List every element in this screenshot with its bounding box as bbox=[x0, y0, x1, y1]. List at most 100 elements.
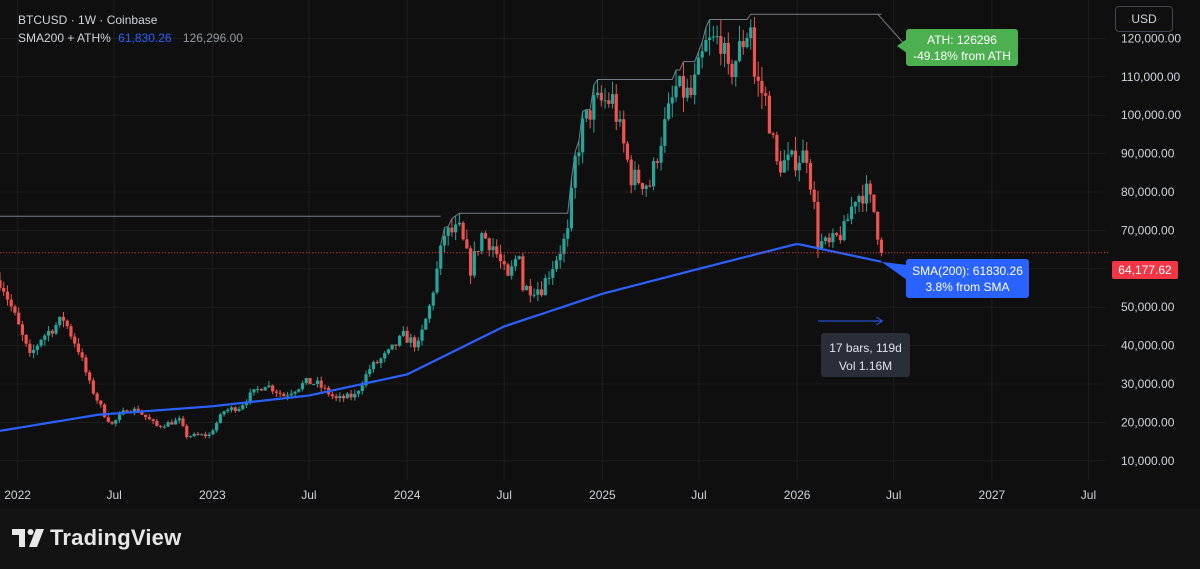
candle-body bbox=[797, 162, 801, 171]
candle-body bbox=[704, 39, 708, 52]
candle-body bbox=[267, 385, 271, 388]
indicator-name[interactable]: SMA200 + ATH% bbox=[18, 31, 111, 45]
candle-body bbox=[196, 433, 200, 435]
candle-body bbox=[876, 211, 880, 240]
candle-body bbox=[838, 235, 842, 241]
candle-body bbox=[409, 337, 413, 343]
candle-body bbox=[483, 233, 488, 239]
sma-label-line1: SMA(200): 61830.26 bbox=[912, 264, 1023, 278]
measure-volume: Vol 1.16M bbox=[838, 359, 893, 373]
candle-body bbox=[879, 239, 884, 253]
candle-body bbox=[846, 219, 850, 222]
candle-body bbox=[424, 318, 428, 330]
candle-body bbox=[805, 150, 809, 163]
candle-body bbox=[248, 392, 252, 403]
candle-body bbox=[528, 285, 532, 296]
interval-label[interactable]: 1W bbox=[78, 13, 97, 27]
candle-body bbox=[652, 161, 656, 187]
candle-body bbox=[256, 388, 260, 390]
tradingview-brand[interactable]: TradingView bbox=[12, 525, 181, 551]
candle-body bbox=[741, 41, 745, 48]
candle-body bbox=[558, 253, 562, 261]
candle-body bbox=[24, 334, 28, 344]
candle-body bbox=[581, 118, 585, 153]
candle-body bbox=[334, 396, 338, 399]
candle-body bbox=[491, 246, 495, 251]
candle-body bbox=[356, 391, 361, 394]
candle-body bbox=[696, 57, 701, 75]
candle-body bbox=[756, 76, 760, 81]
y-tick-label: 20,000.00 bbox=[1121, 415, 1175, 429]
candle-body bbox=[577, 152, 581, 157]
candle-body bbox=[543, 278, 547, 296]
candle-body bbox=[185, 425, 189, 437]
candle-body bbox=[737, 41, 742, 61]
candle-body bbox=[722, 42, 727, 54]
candle-body bbox=[308, 378, 312, 385]
candle-body bbox=[252, 389, 256, 393]
candle-body bbox=[820, 241, 824, 249]
x-tick-label: 2027 bbox=[979, 488, 1006, 502]
candle-body bbox=[532, 294, 536, 296]
candle-body bbox=[595, 92, 600, 96]
candle-body bbox=[835, 233, 839, 236]
candle-body bbox=[861, 195, 865, 204]
candle-body bbox=[106, 417, 110, 422]
candle-body bbox=[170, 422, 174, 425]
candle-body bbox=[592, 95, 596, 120]
y-tick-label: 90,000.00 bbox=[1121, 147, 1175, 161]
price-chart[interactable]: 2022 Jul 2023 Jul 2024 Jul 2025 Jul 2026 Jul 2027 J… bbox=[0, 0, 1200, 509]
candle-body bbox=[502, 261, 506, 265]
candle-body bbox=[386, 349, 391, 354]
candle-body bbox=[405, 330, 409, 343]
candle-body bbox=[610, 94, 615, 104]
y-tick-label: 120,000.00 bbox=[1121, 31, 1181, 45]
candle-body bbox=[536, 289, 540, 295]
candle-body bbox=[211, 430, 215, 435]
candle-body bbox=[61, 316, 66, 321]
candle-body bbox=[2, 287, 6, 292]
candle-body bbox=[472, 251, 476, 276]
candle-body bbox=[315, 380, 320, 385]
candle-body bbox=[693, 74, 697, 96]
x-tick-label: Jul bbox=[301, 488, 316, 502]
candle-body bbox=[368, 369, 372, 375]
candle-body bbox=[539, 289, 544, 296]
candle-body bbox=[659, 145, 663, 163]
candle-body bbox=[782, 160, 786, 173]
candle-body bbox=[43, 335, 47, 340]
candle-body bbox=[297, 389, 301, 392]
candle-body bbox=[237, 408, 241, 412]
candle-body bbox=[136, 408, 140, 413]
candle-body bbox=[241, 404, 245, 409]
symbol-name[interactable]: BTCUSD bbox=[18, 13, 68, 27]
candle-body bbox=[547, 277, 551, 279]
sma-label: SMA(200): 61830.26 3.8% from SMA bbox=[906, 259, 1029, 298]
candle-body bbox=[521, 256, 525, 291]
candle-body bbox=[80, 352, 84, 358]
candle-body bbox=[476, 251, 480, 253]
candle-body bbox=[394, 344, 398, 346]
candle-body bbox=[17, 312, 21, 325]
currency-button[interactable]: USD bbox=[1115, 6, 1173, 32]
candle-body bbox=[793, 150, 798, 171]
candle-body bbox=[114, 419, 118, 424]
candle-body bbox=[54, 325, 58, 334]
x-tick-label: Jul bbox=[691, 488, 706, 502]
candle-body bbox=[188, 436, 193, 438]
candle-body bbox=[215, 422, 219, 431]
last-price-tag: 64,177.62 bbox=[1112, 261, 1178, 279]
candle-body bbox=[218, 414, 222, 423]
candle-body bbox=[435, 268, 439, 293]
x-tick-label: 2022 bbox=[4, 488, 31, 502]
candle-body bbox=[155, 421, 159, 426]
candle-body bbox=[398, 335, 402, 346]
candle-body bbox=[442, 235, 447, 246]
candle-body bbox=[144, 414, 148, 418]
candle-body bbox=[487, 238, 491, 251]
candle-body bbox=[629, 159, 633, 186]
candle-body bbox=[588, 110, 592, 120]
candle-body bbox=[637, 169, 641, 184]
measure-arrow-head bbox=[876, 316, 883, 326]
candle-body bbox=[480, 233, 484, 252]
